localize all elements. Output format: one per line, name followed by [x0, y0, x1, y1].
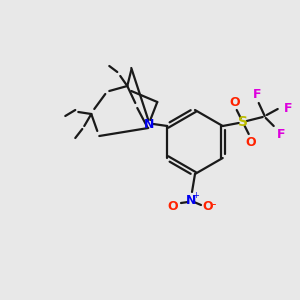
Text: N: N	[186, 194, 196, 206]
Text: S: S	[238, 115, 248, 129]
Text: -: -	[212, 199, 216, 212]
Text: F: F	[284, 101, 292, 115]
Text: F: F	[253, 88, 261, 100]
Text: O: O	[168, 200, 178, 212]
Text: O: O	[230, 95, 240, 109]
Text: F: F	[277, 128, 285, 140]
Text: N: N	[144, 118, 154, 130]
Text: +: +	[193, 190, 200, 200]
Text: O: O	[245, 136, 256, 148]
Text: O: O	[203, 200, 213, 214]
